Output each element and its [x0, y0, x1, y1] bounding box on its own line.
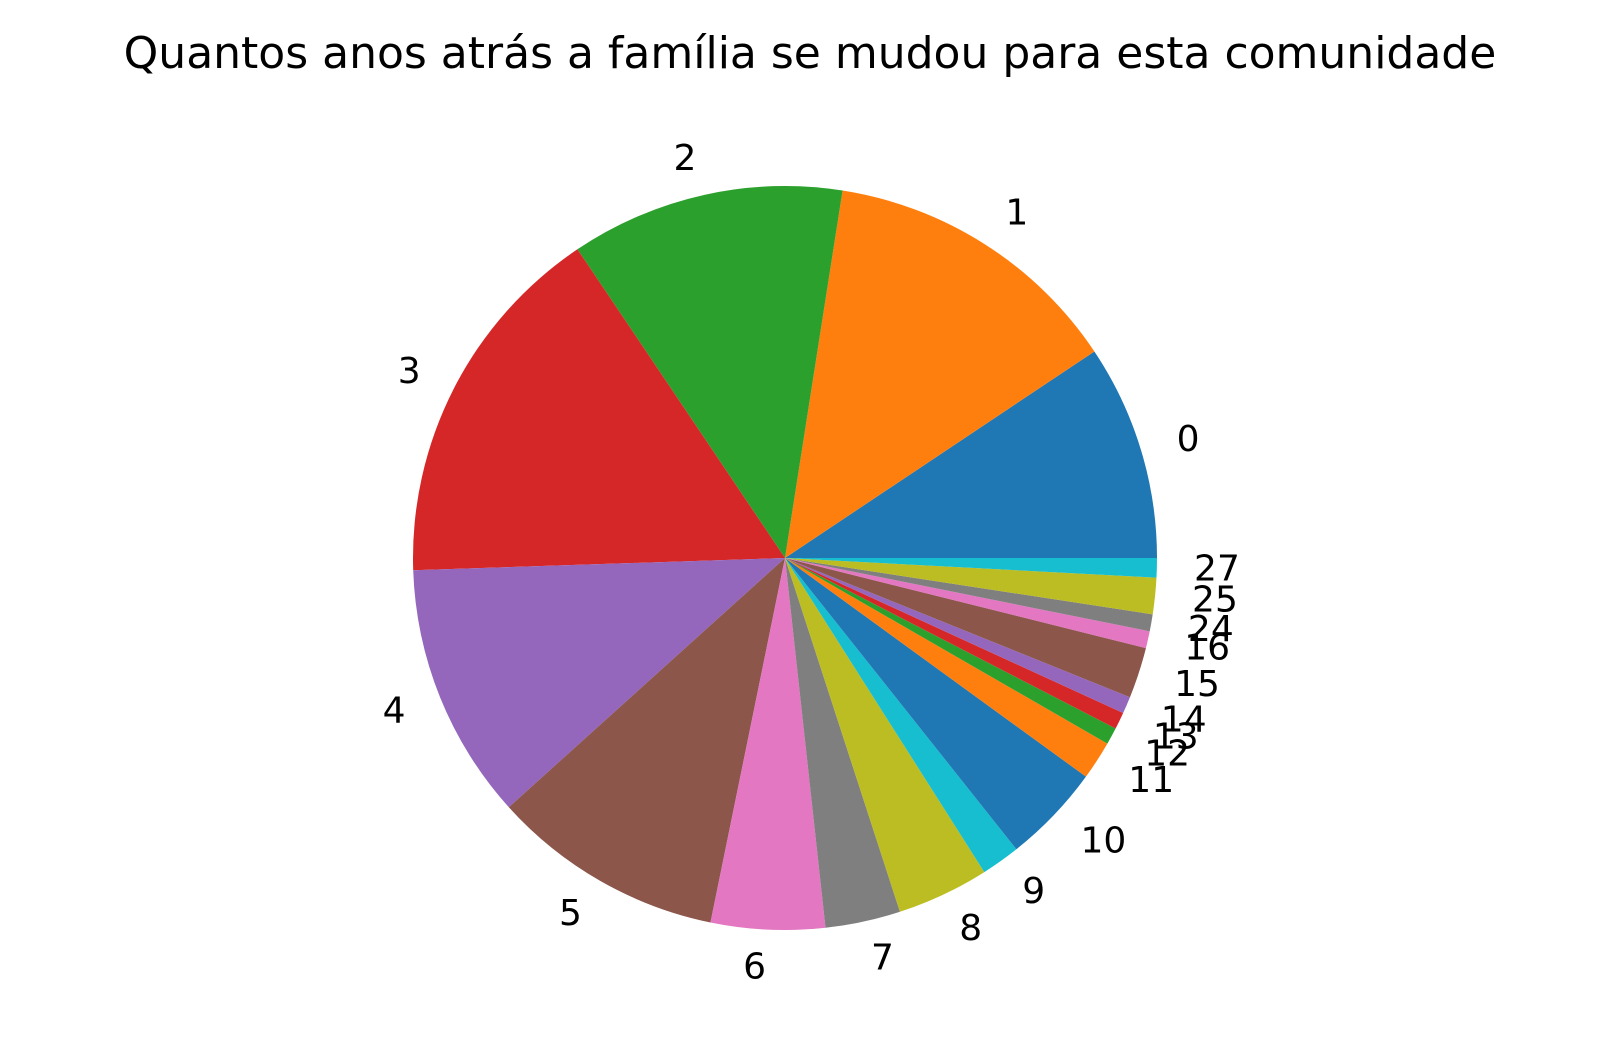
pie-slice-5 [508, 558, 785, 923]
pie-slice-6 [710, 558, 826, 931]
pie-slice-8 [785, 558, 985, 912]
pie-label-6: 6 [743, 946, 766, 987]
pie-slices [412, 185, 1157, 931]
pie-slice-9 [785, 558, 1017, 873]
pie-label-0: 0 [1177, 419, 1200, 460]
pie-label-5: 5 [559, 893, 582, 934]
pie-label-3: 3 [398, 351, 421, 392]
pie-slice-24 [785, 558, 1153, 632]
pie-slice-4 [413, 558, 785, 808]
pie-slice-12 [785, 558, 1116, 744]
pie-label-14: 14 [1161, 699, 1207, 740]
pie-label-1: 1 [1005, 193, 1028, 234]
pie-slice-27 [785, 558, 1157, 578]
pie-label-27: 27 [1194, 548, 1240, 589]
pie-label-8: 8 [959, 908, 982, 949]
pie-label-13: 13 [1153, 717, 1199, 758]
pie-label-16: 16 [1184, 627, 1230, 668]
pie-slice-11 [785, 558, 1108, 777]
pie-slice-2 [577, 185, 843, 558]
pie-label-4: 4 [383, 691, 406, 732]
pie-slice-1 [785, 190, 1095, 559]
pie-label-12: 12 [1144, 733, 1190, 774]
pie-label-24: 24 [1188, 609, 1234, 650]
pie-label-2: 2 [673, 138, 696, 179]
pie-slice-15 [785, 558, 1146, 698]
pie-slice-16 [785, 558, 1150, 649]
chart-title: Quantos anos atrás a família se mudou pa… [124, 28, 1497, 79]
pie-slice-0 [785, 351, 1157, 558]
pie-slice-7 [785, 558, 900, 928]
pie-label-25: 25 [1192, 579, 1238, 620]
pie-label-9: 9 [1022, 871, 1045, 912]
pie-slice-3 [412, 249, 785, 571]
pie-slice-25 [785, 558, 1157, 615]
pie-label-10: 10 [1081, 821, 1127, 862]
pie-label-7: 7 [871, 938, 894, 979]
pie-slice-14 [785, 558, 1130, 714]
pie-label-11: 11 [1128, 760, 1174, 801]
pie-slice-10 [785, 558, 1086, 850]
pie-slice-13 [785, 558, 1124, 729]
pie-label-15: 15 [1174, 664, 1220, 705]
